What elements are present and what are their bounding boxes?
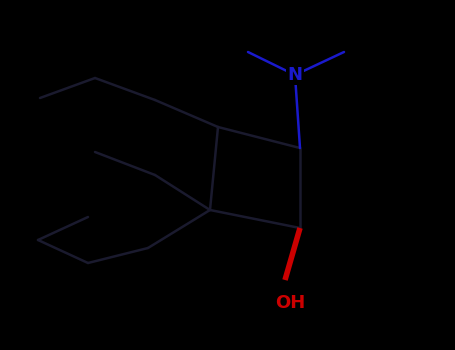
Text: OH: OH (275, 294, 305, 312)
Text: N: N (288, 66, 303, 84)
